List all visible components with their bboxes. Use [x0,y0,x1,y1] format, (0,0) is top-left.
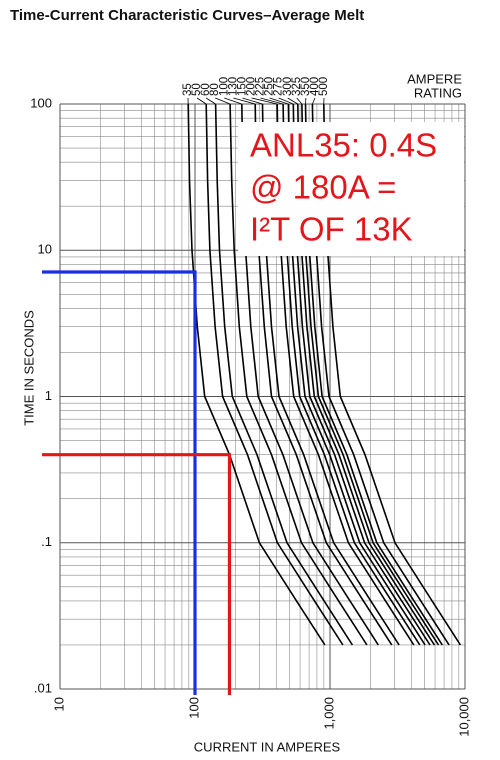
y-tick-label: .01 [34,680,52,695]
legend-label: 300 [282,77,294,96]
annotation-box [238,122,464,256]
label-leader [312,97,316,105]
label-leader [269,97,289,105]
legend-label: 200 [245,77,257,96]
legend-label: 500 [318,77,330,96]
legend-label: 60 [200,83,212,96]
x-tick-label: 100 [186,697,201,719]
x-tick-label: 10,000 [456,697,471,737]
legend-title: RATING [414,85,462,100]
annotation: ANL35: 0.4S [250,127,437,164]
curve [205,103,344,646]
label-leader [296,97,303,105]
label-leader [215,97,231,105]
label-leader [196,97,207,105]
legend-label: 325 [291,77,303,96]
legend-label: 80 [209,83,221,96]
legend-label: 350 [300,77,312,96]
label-leader [287,97,298,105]
label-leader [251,97,278,105]
reference-line [42,270,197,695]
label-leader [260,97,284,105]
label-leader [242,97,263,105]
legend-label: 35 [182,83,194,96]
legend-label: 225 [255,77,267,96]
x-tick-label: 10 [51,697,66,711]
x-tick-label: 1,000 [321,697,336,730]
y-tick-label: 10 [38,242,52,257]
curve [214,103,354,646]
legend-label: 400 [309,77,321,96]
label-leader [205,97,216,105]
reference-line [42,453,232,695]
curve [229,103,368,646]
legend-label: 130 [227,77,239,96]
label-leader [233,97,256,105]
label-leader [278,97,294,105]
y-axis-title: TIME IN SECONDS [21,310,36,426]
annotation: I²T OF 13K [250,211,413,248]
label-leader [224,97,242,105]
chart-title: Time-Current Characteristic Curves–Avera… [10,7,364,24]
reference-lines [42,270,232,695]
labels: 10 100 1,000 10,000.01.11101003550608010013… [30,77,471,737]
legend-label: 100 [218,77,230,96]
legend-label: 50 [191,83,203,96]
y-tick-label: 1 [45,388,52,403]
y-tick-label: 100 [30,95,52,110]
legend-label: 250 [264,77,276,96]
legend-label: 150 [236,77,248,96]
annotation: @ 180A = [250,169,396,206]
x-axis-title: CURRENT IN AMPERES [194,739,341,754]
legend-label: 275 [273,77,285,96]
legend-title: AMPERE [407,71,462,86]
y-tick-label: .1 [41,534,52,549]
curve [187,103,326,646]
